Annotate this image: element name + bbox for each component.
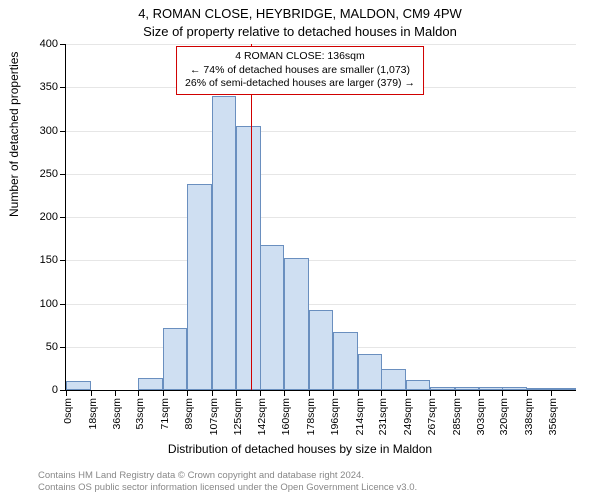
x-tick-label: 303sqm (475, 398, 487, 435)
y-tick-label: 0 (52, 384, 58, 396)
chart-title-line1: 4, ROMAN CLOSE, HEYBRIDGE, MALDON, CM9 4… (0, 6, 600, 21)
gridline (66, 304, 576, 305)
x-tick (358, 390, 359, 396)
y-tick (60, 217, 66, 218)
y-tick (60, 174, 66, 175)
y-tick (60, 44, 66, 45)
x-tick (138, 390, 139, 396)
histogram-bar (309, 310, 334, 390)
y-tick-label: 300 (40, 125, 58, 137)
x-tick-label: 53sqm (134, 398, 146, 430)
histogram-bar (260, 245, 285, 390)
histogram-bar (163, 328, 188, 390)
histogram-bar (358, 354, 383, 390)
x-tick-label: 214sqm (354, 398, 366, 435)
x-tick (91, 390, 92, 396)
x-tick-label: 18sqm (87, 398, 99, 430)
histogram-bar (284, 258, 309, 390)
x-tick-label: 267sqm (426, 398, 438, 435)
x-tick-label: 356sqm (547, 398, 559, 435)
y-tick (60, 87, 66, 88)
x-axis-label: Distribution of detached houses by size … (0, 442, 600, 456)
x-tick-label: 231sqm (377, 398, 389, 435)
x-tick (430, 390, 431, 396)
x-tick-label: 338sqm (523, 398, 535, 435)
gridline (66, 131, 576, 132)
x-tick (455, 390, 456, 396)
histogram-bar (212, 96, 237, 390)
x-tick (163, 390, 164, 396)
x-tick (527, 390, 528, 396)
y-tick-label: 50 (46, 341, 58, 353)
x-tick-label: 320sqm (498, 398, 510, 435)
footer-line2: Contains OS public sector information li… (38, 482, 600, 494)
x-tick (333, 390, 334, 396)
gridline (66, 44, 576, 45)
y-tick (60, 304, 66, 305)
gridline (66, 174, 576, 175)
histogram-bar (479, 387, 504, 390)
x-tick-label: 36sqm (111, 398, 123, 430)
x-tick (66, 390, 67, 396)
annotation-line1: 4 ROMAN CLOSE: 136sqm (185, 50, 415, 64)
histogram-bar (406, 380, 431, 390)
histogram-bar (527, 388, 552, 390)
histogram-bar (455, 387, 480, 390)
x-tick (479, 390, 480, 396)
histogram-bar (187, 184, 212, 390)
histogram-bar (381, 369, 406, 390)
y-tick (60, 131, 66, 132)
x-tick-label: 125sqm (232, 398, 244, 435)
x-tick-label: 71sqm (159, 398, 171, 430)
x-tick-label: 107sqm (208, 398, 220, 435)
x-tick (284, 390, 285, 396)
x-tick-label: 249sqm (402, 398, 414, 435)
reference-line (251, 44, 252, 390)
plot-area: 0501001502002503003504000sqm18sqm36sqm53… (65, 44, 576, 391)
x-tick (212, 390, 213, 396)
y-tick-label: 100 (40, 298, 58, 310)
histogram-bar (551, 388, 576, 390)
x-tick-label: 178sqm (305, 398, 317, 435)
histogram-bar (333, 332, 358, 390)
x-tick (260, 390, 261, 396)
x-tick (115, 390, 116, 396)
annotation-line2: ← 74% of detached houses are smaller (1,… (185, 64, 415, 78)
annotation-line3: 26% of semi-detached houses are larger (… (185, 77, 415, 91)
x-tick (406, 390, 407, 396)
footer-line1: Contains HM Land Registry data © Crown c… (38, 470, 600, 482)
x-tick-label: 285sqm (451, 398, 463, 435)
x-tick (309, 390, 310, 396)
y-tick (60, 347, 66, 348)
y-tick-label: 200 (40, 211, 58, 223)
x-tick (236, 390, 237, 396)
histogram-bar (236, 126, 261, 390)
gridline (66, 260, 576, 261)
x-tick-label: 196sqm (329, 398, 341, 435)
footer-attribution: Contains HM Land Registry data © Crown c… (0, 470, 600, 494)
y-tick-label: 400 (40, 38, 58, 50)
histogram-bar (138, 378, 163, 390)
y-tick-label: 350 (40, 81, 58, 93)
x-tick-label: 142sqm (256, 398, 268, 435)
chart-title-line2: Size of property relative to detached ho… (0, 24, 600, 39)
histogram-bar (66, 381, 91, 390)
x-tick (551, 390, 552, 396)
histogram-bar (502, 387, 527, 390)
x-tick-label: 160sqm (280, 398, 292, 435)
x-tick (381, 390, 382, 396)
gridline (66, 217, 576, 218)
y-tick (60, 260, 66, 261)
y-axis-label: Number of detached properties (7, 52, 21, 217)
y-tick-label: 250 (40, 168, 58, 180)
y-tick-label: 150 (40, 254, 58, 266)
x-tick-label: 0sqm (62, 398, 74, 424)
x-tick (502, 390, 503, 396)
histogram-bar (430, 387, 455, 390)
x-tick-label: 89sqm (183, 398, 195, 430)
x-tick (187, 390, 188, 396)
annotation-box: 4 ROMAN CLOSE: 136sqm ← 74% of detached … (176, 46, 424, 95)
